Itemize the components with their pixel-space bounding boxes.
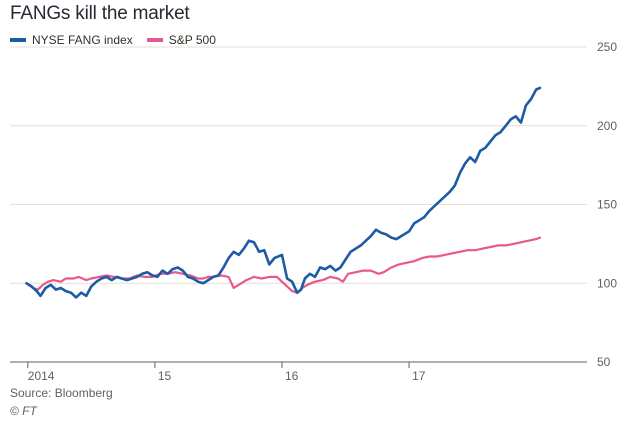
y-tick-label-100: 100 xyxy=(597,276,617,290)
x-tick-label-17: 17 xyxy=(412,369,426,383)
legend-label-sp500: S&P 500 xyxy=(168,33,216,47)
legend: NYSE FANG index S&P 500 xyxy=(10,33,230,47)
legend-item-fang: NYSE FANG index xyxy=(10,33,133,47)
y-tick-label-200: 200 xyxy=(597,119,617,133)
y-tick-label-250: 250 xyxy=(597,40,617,54)
legend-label-fang: NYSE FANG index xyxy=(32,33,133,47)
x-tick-label-2014: 2014 xyxy=(28,369,55,383)
x-tick-label-16: 16 xyxy=(285,369,299,383)
legend-swatch-sp500 xyxy=(146,38,163,42)
legend-item-sp500: S&P 500 xyxy=(146,33,216,47)
series-line-sp500 xyxy=(25,236,542,294)
x-tick-label-15: 15 xyxy=(158,369,172,383)
copyright-note: © FT xyxy=(10,404,37,418)
chart-title: FANGs kill the market xyxy=(10,3,190,24)
y-tick-label-150: 150 xyxy=(597,198,617,212)
source-note: Source: Bloomberg xyxy=(10,386,113,400)
y-tick-label-50: 50 xyxy=(597,355,611,369)
series-line-nyse-fang xyxy=(25,86,542,299)
legend-swatch-fang xyxy=(10,38,26,42)
